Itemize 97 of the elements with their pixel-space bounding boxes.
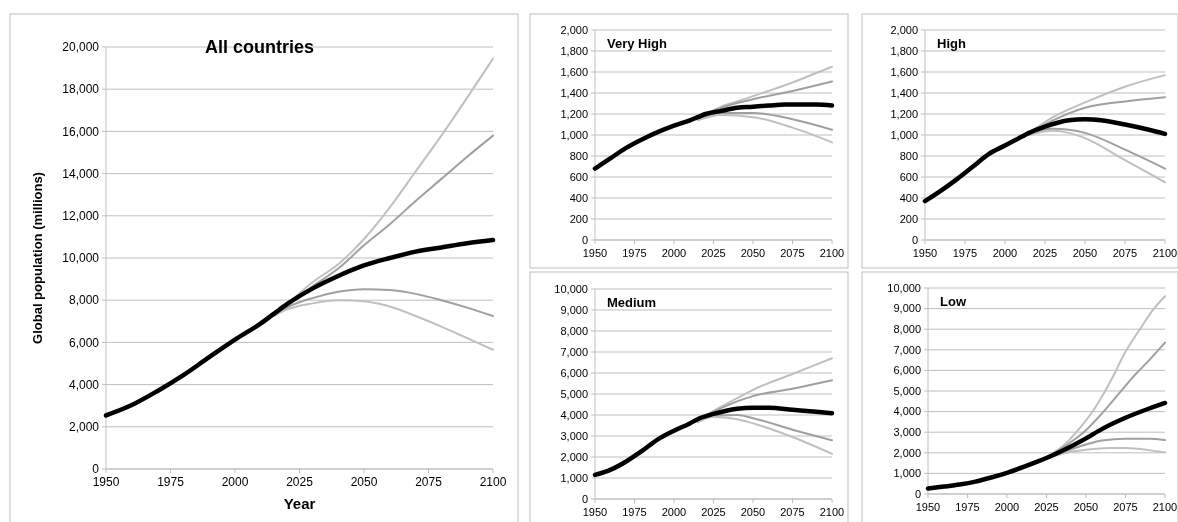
y-tick-label: 0: [581, 233, 588, 246]
y-tick-label: 4,000: [893, 405, 921, 418]
y-tick-label: 18,000: [62, 82, 100, 97]
y-tick-label: 12,000: [62, 209, 100, 223]
text: High: [937, 36, 966, 51]
y-axis-title: Global population (millions): [30, 172, 45, 344]
x-tick-label: 2025: [701, 247, 726, 259]
x-tick-label: 2025: [1034, 501, 1059, 513]
y-tick-label: 3,000: [560, 429, 588, 442]
y-tick-label: 0: [581, 492, 588, 505]
x-tick-label: 2050: [350, 475, 378, 489]
y-tick-label: 1,000: [560, 471, 588, 484]
x-tick-label: 2000: [221, 475, 249, 489]
y-tick-label: 0: [914, 487, 921, 500]
x-tick-label: 2025: [701, 506, 726, 518]
y-tick-label: 200: [899, 212, 918, 225]
y-tick-label: 8,000: [68, 293, 100, 308]
chart-title: All countries: [204, 37, 315, 57]
y-tick-label: 14,000: [62, 166, 100, 181]
y-tick-label: 800: [569, 149, 588, 162]
text: Low: [940, 294, 967, 309]
y-tick-label: 2,000: [560, 450, 588, 463]
y-tick-label: 600: [569, 170, 588, 183]
y-tick-label: 7,000: [560, 345, 588, 358]
x-tick-label: 2050: [740, 506, 766, 518]
y-tick-label: 0: [911, 233, 918, 246]
x-tick-label: 1975: [952, 247, 978, 259]
y-tick-label: 2,000: [890, 23, 918, 36]
y-tick-label: 400: [899, 191, 918, 204]
x-tick-label: 2050: [740, 247, 766, 259]
y-tick-label: 9,000: [893, 302, 921, 315]
x-tick-label: 1975: [622, 506, 647, 518]
x-tick-label: 2000: [992, 247, 1018, 259]
y-tick-label: 6,000: [893, 364, 921, 377]
y-tick-label: 5,000: [893, 384, 921, 397]
x-tick-label: 2100: [819, 506, 845, 518]
x-tick-label: 1950: [915, 501, 941, 513]
y-tick-label: 1,400: [560, 86, 588, 99]
y-tick-label: 7,000: [893, 343, 921, 356]
x-tick-label: 1975: [622, 247, 647, 259]
x-tick-label: 2000: [661, 506, 687, 518]
y-tick-label: 10,000: [554, 282, 588, 295]
x-tick-label: 2075: [780, 506, 805, 518]
y-tick-label: 800: [899, 149, 918, 162]
x-tick-label: 2075: [415, 475, 443, 489]
y-tick-label: 1,200: [560, 107, 588, 120]
y-tick-label: 8,000: [893, 323, 921, 336]
y-tick-label: 10,000: [62, 251, 100, 266]
y-tick-label: 2,000: [68, 420, 100, 434]
x-tick-label: 1950: [582, 247, 608, 259]
x-tick-label: 2075: [780, 247, 805, 259]
y-tick-label: 1,000: [560, 128, 588, 141]
y-tick-label: 200: [569, 212, 588, 225]
x-tick-label: 1950: [582, 506, 608, 518]
x-tick-label: 2000: [994, 501, 1020, 513]
y-tick-label: 1,000: [890, 128, 918, 141]
x-tick-label: 2075: [1113, 501, 1138, 513]
y-tick-label: 9,000: [560, 303, 588, 316]
y-tick-label: 1,600: [560, 65, 588, 78]
y-tick-label: 1,800: [560, 44, 588, 57]
y-tick-label: 20,000: [62, 40, 100, 55]
y-tick-label: 1,800: [890, 44, 918, 57]
y-tick-label: 400: [569, 191, 588, 204]
y-tick-label: 1,600: [890, 65, 918, 78]
y-tick-label: 6,000: [68, 335, 100, 350]
y-tick-label: 1,200: [890, 107, 918, 120]
y-tick-label: 5,000: [560, 387, 588, 400]
x-tick-label: 2000: [661, 247, 687, 259]
y-tick-label: 8,000: [560, 324, 588, 337]
y-tick-label: 4,000: [560, 408, 588, 421]
text: Medium: [607, 295, 657, 310]
y-tick-label: 1,000: [893, 467, 921, 480]
y-tick-label: 16,000: [62, 124, 100, 139]
x-tick-label: 1950: [92, 475, 120, 489]
x-tick-label: 2025: [1032, 247, 1058, 259]
y-tick-label: 0: [92, 462, 100, 477]
y-tick-label: 1,400: [890, 86, 918, 99]
x-tick-label: 2075: [1112, 247, 1138, 259]
x-tick-label: 2050: [1072, 247, 1098, 259]
text: Very High: [607, 36, 668, 51]
x-tick-label: 2100: [1152, 501, 1178, 513]
x-tick-label: 1975: [955, 501, 980, 513]
x-tick-label: 2050: [1073, 501, 1099, 513]
y-tick-label: 3,000: [893, 426, 921, 439]
x-tick-label: 2100: [819, 247, 845, 259]
y-tick-label: 600: [899, 170, 918, 183]
x-tick-label: 2025: [286, 475, 314, 489]
x-tick-label: 1950: [912, 247, 938, 259]
x-tick-label: 2100: [1152, 247, 1178, 259]
x-tick-label: 2100: [479, 475, 507, 489]
y-tick-label: 10,000: [887, 281, 921, 294]
x-tick-label: 1975: [157, 475, 185, 489]
y-tick-label: 6,000: [560, 366, 588, 379]
x-axis-title: Year: [283, 495, 316, 512]
y-tick-label: 2,000: [560, 23, 588, 36]
y-tick-label: 4,000: [68, 377, 100, 392]
y-tick-label: 2,000: [893, 446, 921, 459]
